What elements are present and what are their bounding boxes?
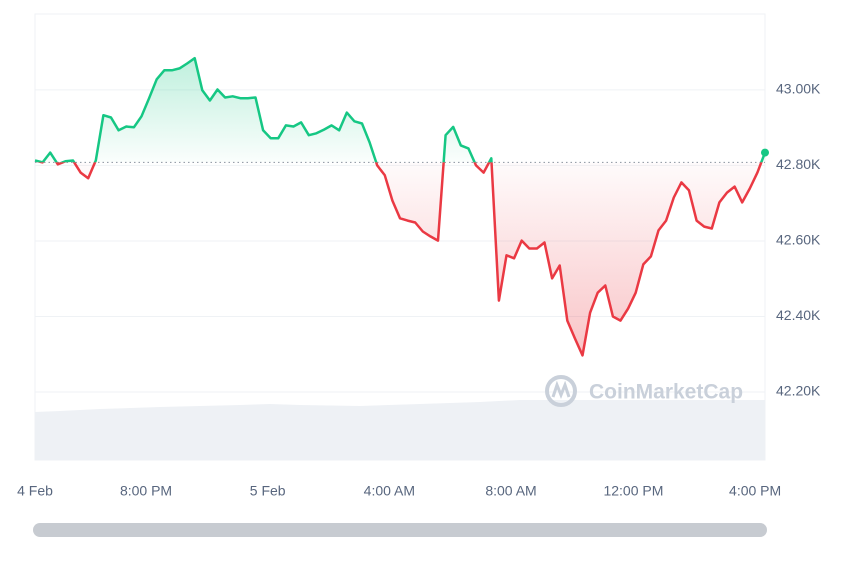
y-tick-label: 42.60K [776,232,821,248]
y-tick-label: 42.80K [776,156,821,172]
last-point [761,148,769,157]
watermark-logo-mark [551,380,571,400]
x-tick-label: 8:00 PM [120,483,172,499]
scrollbar[interactable] [33,523,767,537]
price-line-down [37,162,763,357]
watermark: CoinMarketCap [545,375,743,407]
x-tick-label: 5 Feb [250,483,286,499]
area-up [35,58,765,163]
y-tick-label: 43.00K [776,81,821,97]
x-tick-label: 4:00 PM [729,483,781,499]
y-tick-label: 42.40K [776,307,821,323]
area-down [35,162,765,356]
watermark-text: CoinMarketCap [589,381,743,404]
volume-area [35,400,765,460]
x-tick-label: 12:00 PM [603,483,663,499]
x-tick-label: 4 Feb [17,483,53,499]
y-tick-label: 42.20K [776,383,821,399]
x-tick-label: 4:00 AM [364,483,415,499]
watermark-logo [545,375,577,407]
price-line-up [34,56,767,163]
x-tick-label: 8:00 AM [485,483,536,499]
